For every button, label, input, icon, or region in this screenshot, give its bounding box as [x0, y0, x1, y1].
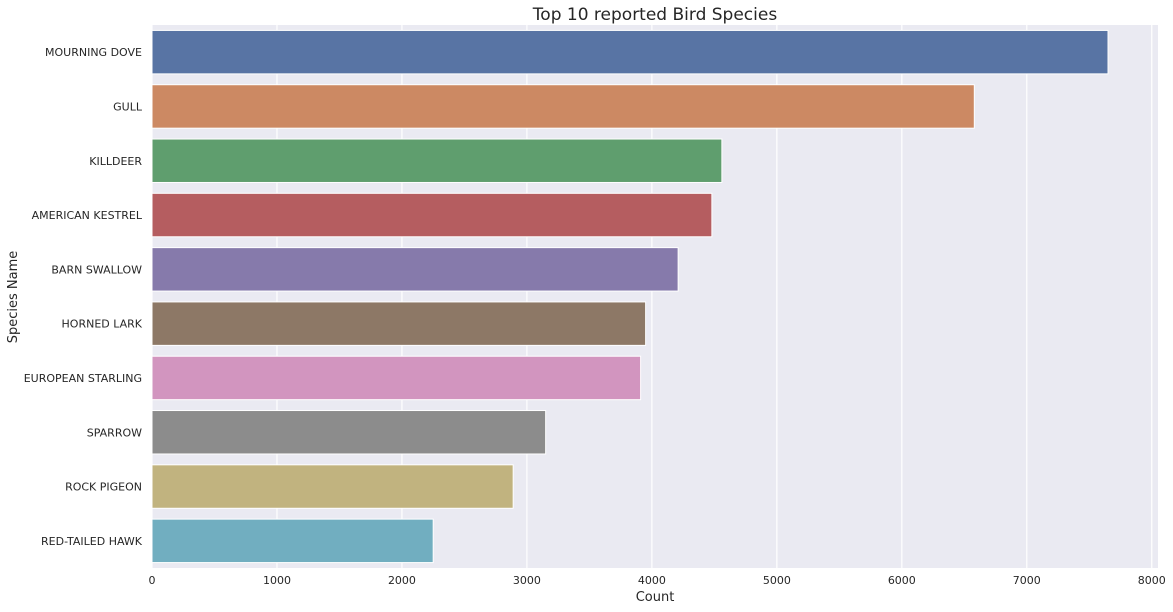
- bar: [151, 410, 547, 455]
- bar: [151, 84, 975, 129]
- bars: [151, 29, 1109, 564]
- x-tick-label: 8000: [1138, 574, 1166, 587]
- bar: [151, 247, 679, 292]
- bar: [151, 192, 713, 238]
- bar: [151, 301, 647, 346]
- x-tick-label: 2000: [388, 574, 416, 587]
- y-tick-labels: MOURNING DOVE GULL KILLDEER AMERICAN KESTRE…: [24, 46, 143, 548]
- y-tick-label: AMERICAN KESTREL: [32, 209, 143, 222]
- x-tick-label: 4000: [638, 574, 666, 587]
- bar: [151, 29, 1109, 75]
- y-tick-label: MOURNING DOVE: [45, 46, 142, 59]
- y-tick-label: BARN SWALLOW: [51, 263, 142, 276]
- x-tick-label: 0: [149, 574, 156, 587]
- bar: [151, 355, 642, 401]
- x-axis-label: Count: [636, 590, 675, 605]
- y-tick-label: ROCK PIGEON: [65, 481, 142, 494]
- x-tick-label: 3000: [513, 574, 541, 587]
- bar: [151, 518, 434, 564]
- bar: [151, 138, 723, 183]
- y-tick-label: RED-TAILED HAWK: [41, 535, 143, 548]
- y-tick-label: HORNED LARK: [62, 318, 143, 331]
- x-tick-labels: 0 1000 2000 3000 4000 5000 6000 7000 8000: [149, 574, 1166, 587]
- bar: [151, 464, 514, 509]
- x-tick-label: 5000: [763, 574, 791, 587]
- x-tick-label: 7000: [1013, 574, 1041, 587]
- y-axis-label: Species Name: [6, 251, 21, 344]
- y-tick-label: KILLDEER: [89, 155, 142, 168]
- y-tick-label: SPARROW: [87, 426, 142, 439]
- x-tick-label: 1000: [263, 574, 291, 587]
- chart-title: Top 10 reported Bird Species: [532, 5, 778, 25]
- y-tick-label: EUROPEAN STARLING: [24, 372, 142, 385]
- x-tick-label: 6000: [888, 574, 916, 587]
- y-tick-label: GULL: [113, 100, 143, 113]
